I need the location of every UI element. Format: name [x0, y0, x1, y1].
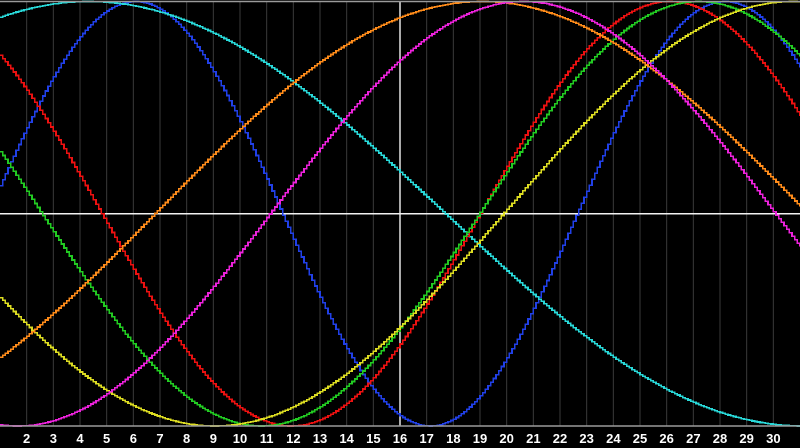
svg-text:27: 27 — [686, 431, 700, 446]
svg-text:9: 9 — [210, 431, 217, 446]
svg-text:16: 16 — [393, 431, 407, 446]
svg-text:22: 22 — [553, 431, 567, 446]
svg-text:8: 8 — [183, 431, 190, 446]
svg-text:13: 13 — [313, 431, 327, 446]
svg-text:23: 23 — [579, 431, 593, 446]
svg-text:3: 3 — [50, 431, 57, 446]
svg-text:6: 6 — [130, 431, 137, 446]
svg-text:21: 21 — [526, 431, 540, 446]
svg-text:5: 5 — [103, 431, 110, 446]
svg-text:30: 30 — [766, 431, 780, 446]
svg-text:18: 18 — [446, 431, 460, 446]
svg-text:17: 17 — [419, 431, 433, 446]
svg-text:7: 7 — [156, 431, 163, 446]
svg-text:24: 24 — [606, 431, 621, 446]
svg-text:2: 2 — [23, 431, 30, 446]
svg-text:4: 4 — [76, 431, 84, 446]
svg-text:14: 14 — [339, 431, 354, 446]
svg-text:11: 11 — [260, 431, 274, 446]
svg-text:20: 20 — [499, 431, 513, 446]
svg-text:28: 28 — [713, 431, 727, 446]
svg-text:19: 19 — [473, 431, 487, 446]
svg-text:15: 15 — [366, 431, 380, 446]
svg-text:10: 10 — [233, 431, 247, 446]
svg-text:26: 26 — [659, 431, 673, 446]
svg-text:29: 29 — [739, 431, 753, 446]
svg-text:12: 12 — [286, 431, 300, 446]
svg-text:25: 25 — [633, 431, 647, 446]
